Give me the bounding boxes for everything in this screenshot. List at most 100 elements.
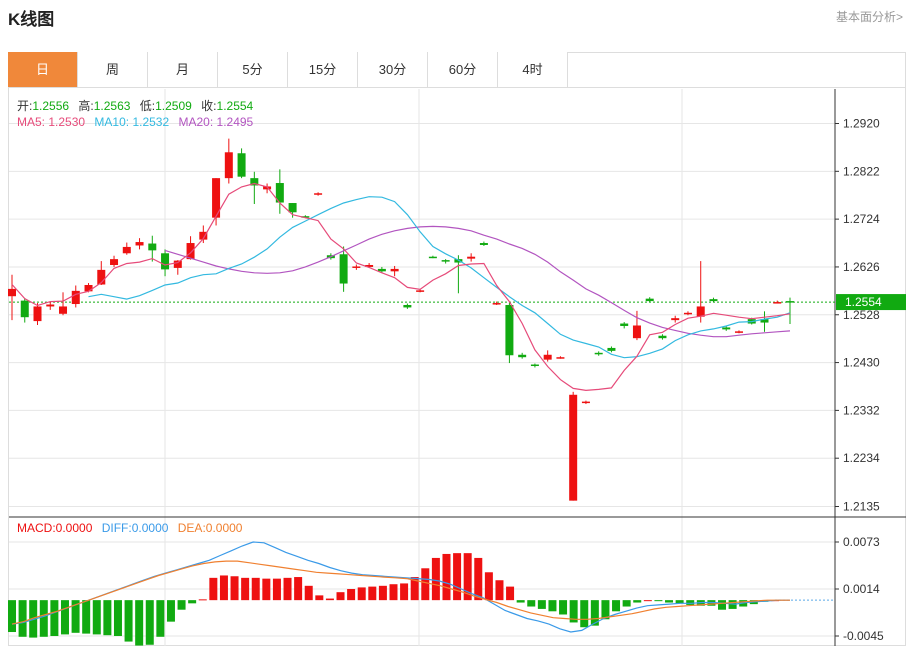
candle-55 xyxy=(709,299,718,302)
macd-bar-9 xyxy=(103,600,112,636)
price-tick-label-2: 1.2724 xyxy=(843,212,880,226)
ma10-label: MA10: xyxy=(94,115,130,129)
candle-15 xyxy=(199,231,208,240)
candle-4 xyxy=(59,306,68,314)
candle-26 xyxy=(339,254,348,284)
candle-17 xyxy=(224,152,233,179)
tab-month[interactable]: 月 xyxy=(148,52,218,87)
price-tick-label-3: 1.2626 xyxy=(843,260,880,274)
macd-bar-5 xyxy=(60,600,69,635)
dea-value: 0.0000 xyxy=(205,521,243,535)
macd-value: 0.0000 xyxy=(55,521,93,535)
macd-legend: MACD:0.0000 xyxy=(17,521,92,535)
macd-bar-67 xyxy=(718,600,727,610)
macd-bar-32 xyxy=(347,589,356,601)
candle-13 xyxy=(173,260,182,268)
candle-45 xyxy=(581,401,590,404)
candle-19 xyxy=(250,178,259,186)
low-label: 低: xyxy=(139,99,156,113)
macd-bar-60 xyxy=(643,600,652,602)
candle-8 xyxy=(110,259,119,265)
close-value: 1.2554 xyxy=(216,99,254,113)
macd-bar-49 xyxy=(527,600,536,607)
macd-bar-53 xyxy=(569,600,578,623)
price-tick-label-6: 1.2332 xyxy=(843,403,880,417)
tab-week[interactable]: 周 xyxy=(78,52,148,87)
macd-bar-11 xyxy=(124,600,133,642)
tab-day[interactable]: 日 xyxy=(8,52,78,87)
low-value: 1.2509 xyxy=(155,99,192,113)
macd-bar-16 xyxy=(177,600,186,610)
tab-4hour[interactable]: 4时 xyxy=(498,52,568,87)
macd-tick-label-0: 0.0073 xyxy=(843,535,880,549)
candle-46 xyxy=(594,352,603,355)
candle-9 xyxy=(122,246,131,254)
macd-bar-56 xyxy=(601,600,610,620)
macd-bar-47 xyxy=(506,586,515,601)
macd-bar-14 xyxy=(156,600,165,637)
dea-label: DEA: xyxy=(177,521,206,535)
candle-2 xyxy=(33,306,42,322)
candle-34 xyxy=(441,260,450,262)
macd-bar-13 xyxy=(145,600,154,645)
candle-14 xyxy=(186,243,195,260)
last-price-label: 1.2554 xyxy=(845,295,882,309)
ma20-label: MA20: xyxy=(178,115,214,129)
macd-bar-40 xyxy=(431,557,440,601)
candle-21 xyxy=(275,183,284,203)
macd-bar-36 xyxy=(389,584,398,601)
macd-bar-44 xyxy=(474,557,483,601)
candle-24 xyxy=(314,193,323,195)
candle-31 xyxy=(403,304,412,308)
macd-bar-31 xyxy=(336,592,345,601)
macd-bar-58 xyxy=(622,600,631,607)
candle-28 xyxy=(365,264,374,267)
ma5-legend: MA5: 1.2530 xyxy=(17,115,85,129)
price-tick-label-1: 1.2822 xyxy=(843,164,880,178)
macd-bar-21 xyxy=(230,576,239,601)
macd-bar-43 xyxy=(463,553,472,601)
tab-30min[interactable]: 30分 xyxy=(358,52,428,87)
tab-60min[interactable]: 60分 xyxy=(428,52,498,87)
close-label: 收: xyxy=(201,99,217,113)
ma5-line xyxy=(11,182,791,392)
macd-bar-63 xyxy=(675,600,684,604)
diff-label: DIFF: xyxy=(101,521,132,535)
macd-bar-37 xyxy=(400,583,409,601)
candle-37 xyxy=(479,243,488,245)
ma20-value: 1.2495 xyxy=(216,115,254,129)
candle-56 xyxy=(722,327,731,330)
candle-39 xyxy=(505,304,514,356)
tab-5min[interactable]: 5分 xyxy=(218,52,288,87)
candle-16 xyxy=(212,178,221,218)
fundamental-analysis-link[interactable]: 基本面分析> xyxy=(835,10,903,24)
macd-bar-6 xyxy=(71,600,80,633)
macd-bar-68 xyxy=(728,600,737,609)
candle-51 xyxy=(658,335,667,339)
candle-29 xyxy=(377,268,386,272)
tab-15min[interactable]: 15分 xyxy=(288,52,358,87)
candle-12 xyxy=(161,253,170,270)
last-price-marker xyxy=(836,294,906,311)
high-label: 高: xyxy=(78,99,94,113)
candle-52 xyxy=(671,318,680,321)
candle-23 xyxy=(301,216,310,218)
macd-bar-30 xyxy=(325,598,334,601)
macd-bar-7 xyxy=(82,600,91,634)
macd-bar-52 xyxy=(559,600,568,615)
page-title: K线图 xyxy=(8,10,55,29)
candle-11 xyxy=(148,243,157,251)
macd-bar-51 xyxy=(548,600,557,612)
candle-44 xyxy=(569,394,578,501)
macd-bar-38 xyxy=(410,577,419,601)
macd-bar-15 xyxy=(166,600,175,622)
candle-5 xyxy=(71,290,80,305)
candle-32 xyxy=(416,290,425,292)
candle-30 xyxy=(390,268,399,272)
macd-bar-28 xyxy=(304,585,313,601)
diff-legend: DIFF:0.0000 xyxy=(102,521,169,535)
macd-tick-label-2: -0.0045 xyxy=(843,629,884,643)
candle-40 xyxy=(518,354,527,358)
candle-6 xyxy=(84,284,93,292)
